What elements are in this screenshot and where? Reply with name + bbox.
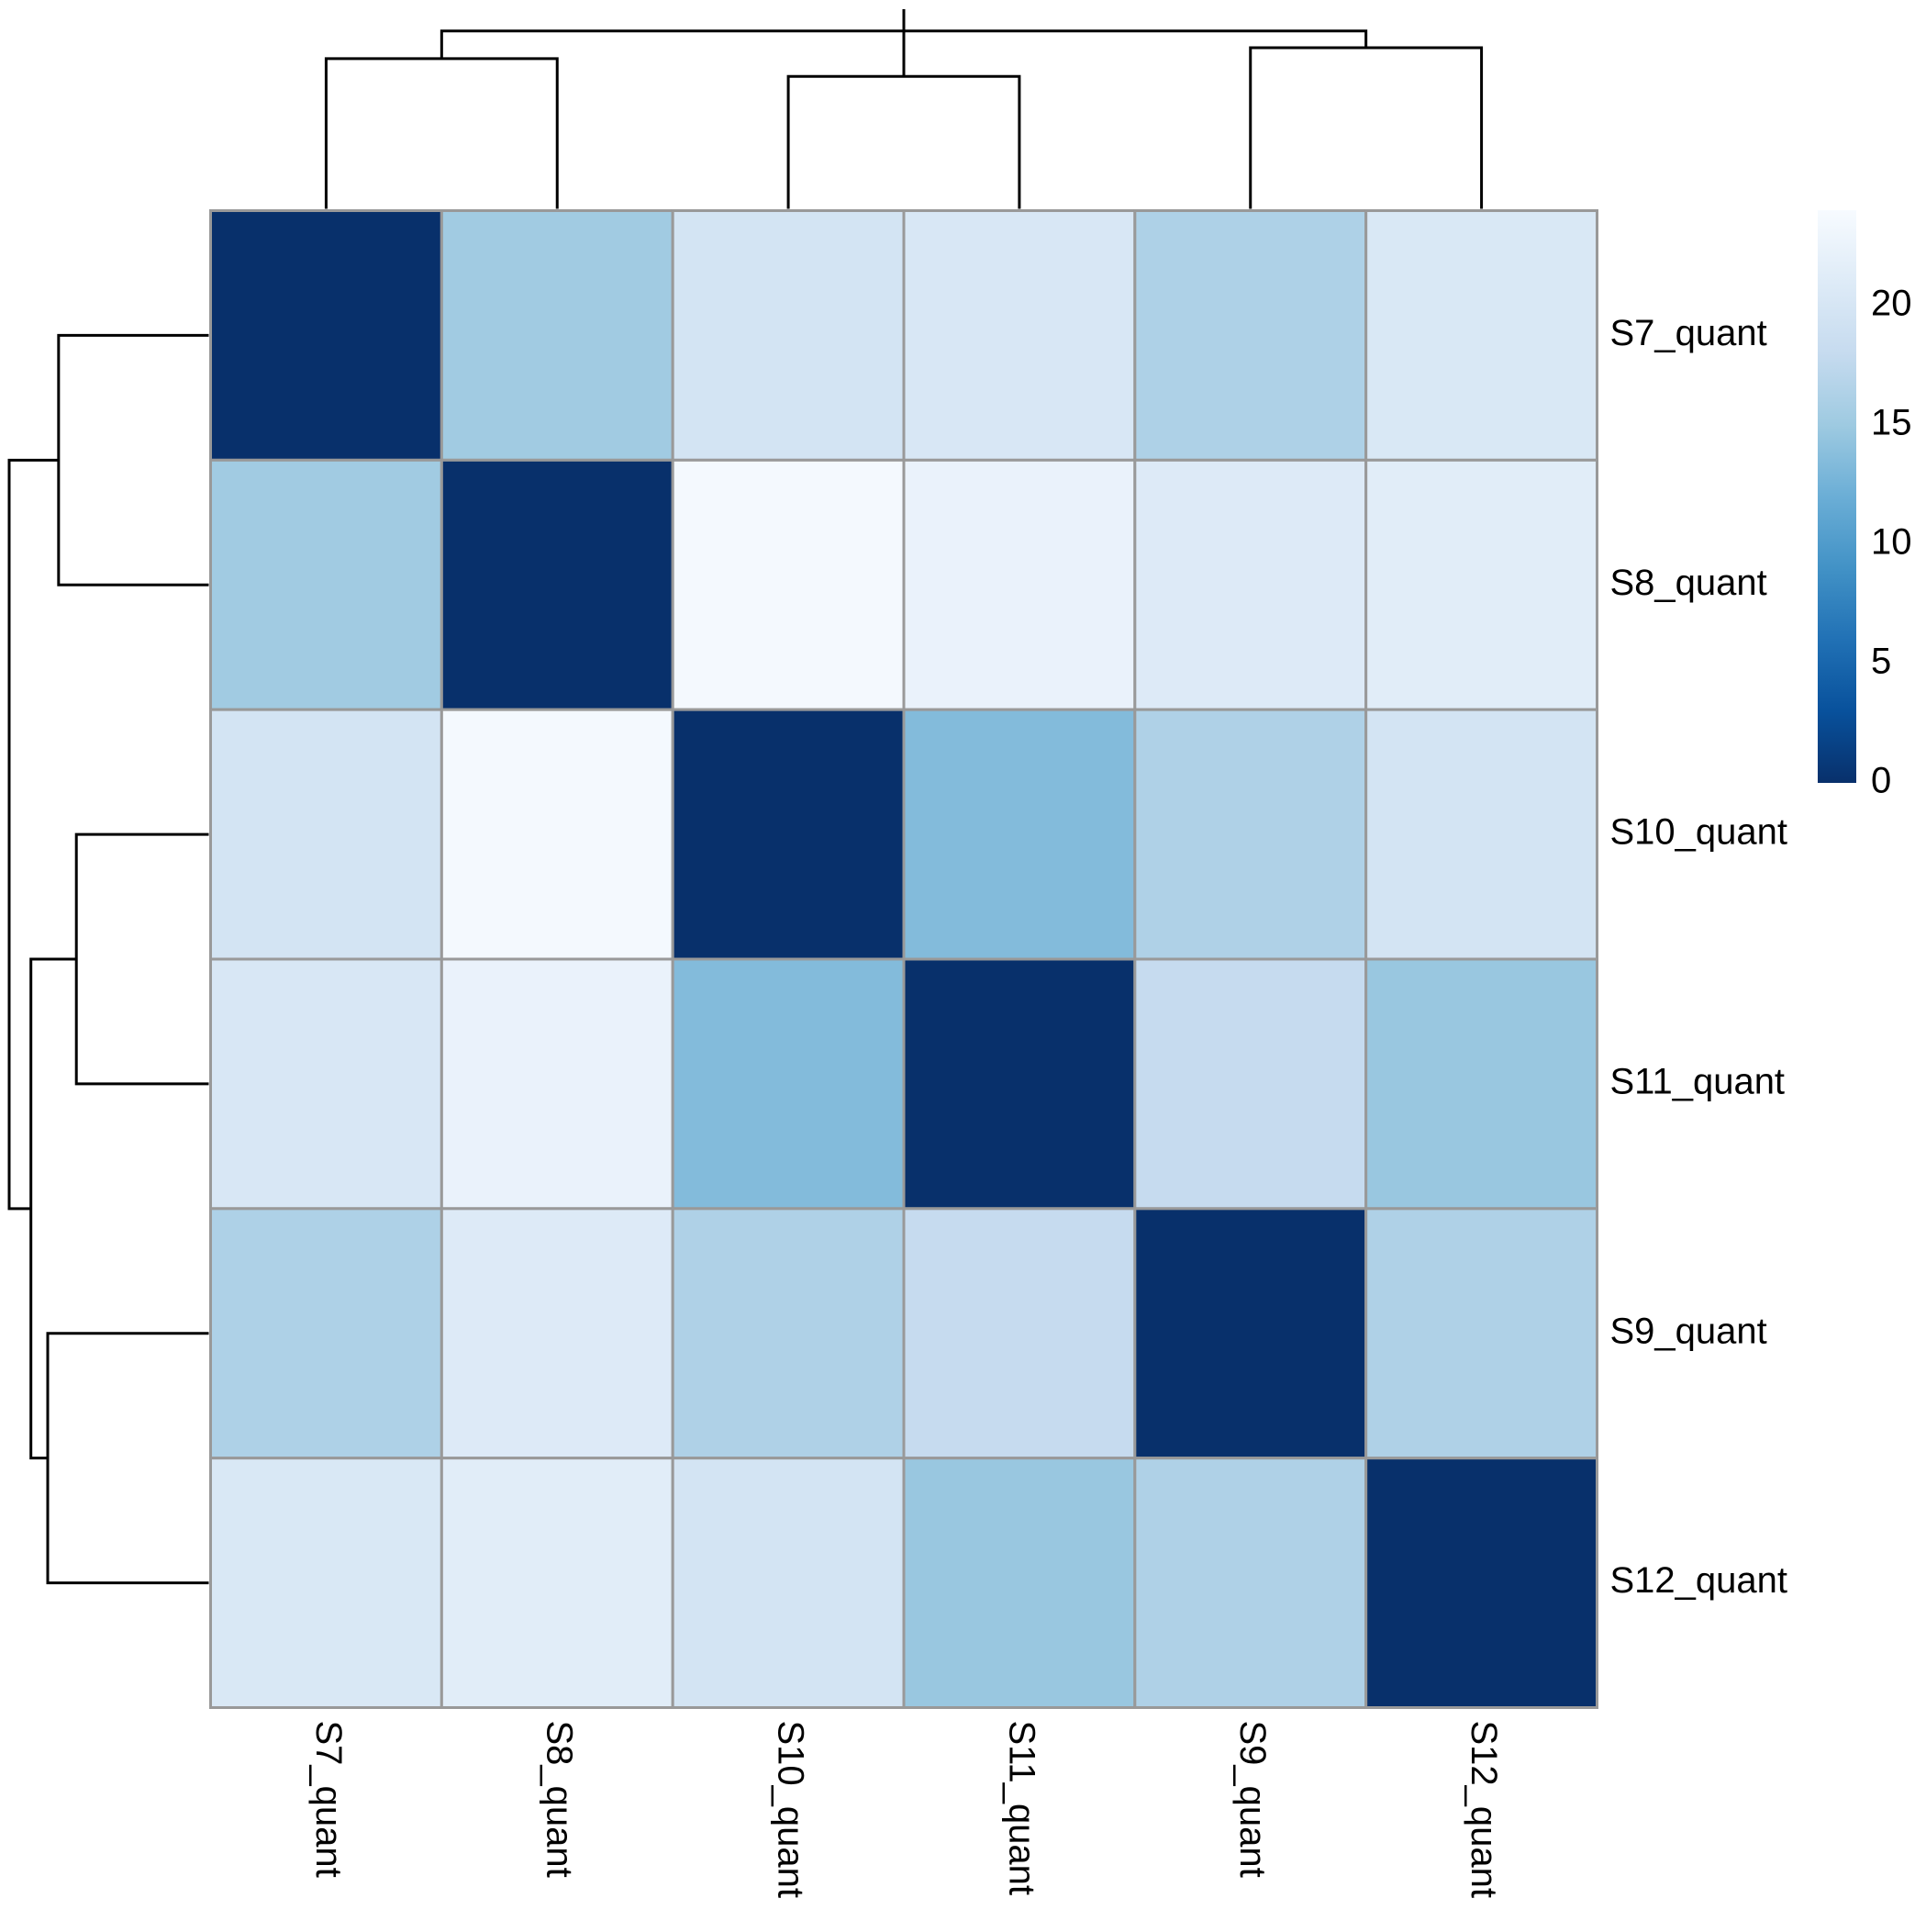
heatmap-cell xyxy=(209,1457,443,1709)
heatmap-cell xyxy=(671,209,906,462)
legend-tick-label: 10 xyxy=(1871,522,1912,563)
heatmap-cell xyxy=(1133,458,1368,711)
heatmap-cell xyxy=(440,1457,674,1709)
heatmap-cell xyxy=(209,708,443,961)
legend-tick-label: 5 xyxy=(1871,642,1891,682)
dendrogram-branch xyxy=(74,832,209,1086)
heatmap-cell xyxy=(1133,1457,1368,1709)
heatmap-cell xyxy=(440,708,674,961)
row-label: S8_quant xyxy=(1610,563,1767,603)
heatmap-cell xyxy=(1364,957,1598,1211)
legend-tick-label: 20 xyxy=(1871,284,1912,324)
dendrogram-branch xyxy=(57,333,209,586)
heatmap-cell xyxy=(902,1207,1137,1460)
column-label: S8_quant xyxy=(540,1721,580,1878)
legend-tick-label: 0 xyxy=(1871,761,1891,801)
dendrogram-branch xyxy=(786,74,1021,209)
heatmap-cell xyxy=(209,1207,443,1460)
column-labels: S7_quant S8_quant S10_quant S11_quant S9_qua… xyxy=(308,1721,1504,1899)
heatmap-cell xyxy=(671,458,906,711)
heatmap-cell xyxy=(671,1207,906,1460)
dendrogram-branch xyxy=(7,458,59,1211)
dendrogram-branch xyxy=(46,1332,209,1585)
heatmap-cell xyxy=(1364,458,1598,711)
row-label: S7_quant xyxy=(1610,313,1767,353)
heatmap-cell xyxy=(1364,708,1598,961)
legend-color-bar xyxy=(1818,210,1856,783)
column-label: S9_quant xyxy=(1232,1721,1273,1878)
heatmap-cell xyxy=(440,209,674,462)
heatmap-cell xyxy=(209,209,443,462)
dendrogram-branch xyxy=(29,957,77,1460)
row-label: S10_quant xyxy=(1610,812,1788,853)
heatmap-cell xyxy=(671,1457,906,1709)
dendrogram-branch xyxy=(1249,46,1484,209)
heatmap-cell xyxy=(1364,1207,1598,1460)
color-legend: 0 5 10 15 20 xyxy=(1818,210,1912,801)
column-label: S11_quant xyxy=(1001,1721,1041,1896)
row-label: S9_quant xyxy=(1610,1311,1767,1351)
dendrogram-branch xyxy=(324,57,559,209)
heatmap-cell xyxy=(1133,708,1368,961)
heatmap-cell xyxy=(440,957,674,1211)
heatmap-cell xyxy=(671,708,906,961)
heatmap-cell xyxy=(902,458,1137,711)
heatmap-cell xyxy=(902,708,1137,961)
row-label: S12_quant xyxy=(1610,1560,1788,1601)
heatmap-cell xyxy=(902,957,1137,1211)
column-label: S12_quant xyxy=(1464,1721,1504,1899)
column-dendrogram xyxy=(324,9,1484,209)
column-label: S7_quant xyxy=(308,1721,349,1878)
row-dendrogram xyxy=(7,333,209,1585)
heatmap-cells xyxy=(209,209,1598,1709)
row-label: S11_quant xyxy=(1610,1061,1786,1101)
heatmap-cell xyxy=(1133,209,1368,462)
heatmap-cell xyxy=(1364,1457,1598,1709)
column-label: S10_quant xyxy=(771,1721,811,1899)
legend-tick-label: 15 xyxy=(1871,403,1912,443)
heatmap-cell xyxy=(1133,957,1368,1211)
heatmap-cell xyxy=(209,458,443,711)
heatmap-cell xyxy=(1364,209,1598,462)
heatmap-cell xyxy=(209,957,443,1211)
heatmap-cell xyxy=(1133,1207,1368,1460)
heatmap-cell xyxy=(440,458,674,711)
row-labels: S7_quant S8_quant S10_quant S11_quant S9_qua… xyxy=(1610,313,1788,1601)
heatmap-cell xyxy=(902,1457,1137,1709)
heatmap-cell xyxy=(902,209,1137,462)
heatmap-cell xyxy=(440,1207,674,1460)
heatmap-cell xyxy=(671,957,906,1211)
